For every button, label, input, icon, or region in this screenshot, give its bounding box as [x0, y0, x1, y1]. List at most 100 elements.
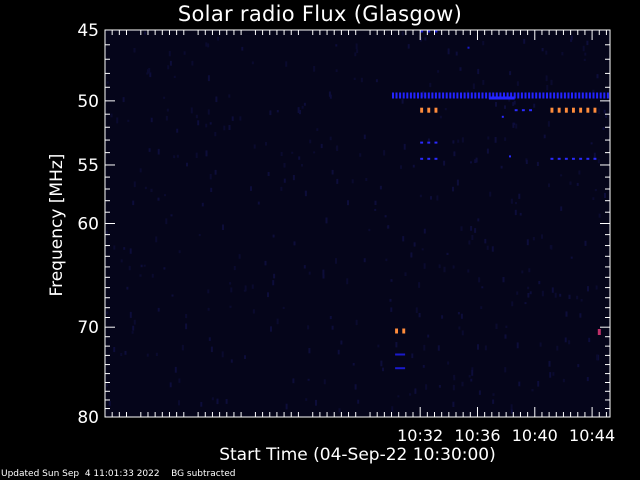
noise-speck: [583, 58, 586, 61]
noise-speck: [470, 226, 473, 231]
band-dot: [488, 92, 491, 99]
band-dot: [499, 92, 502, 99]
noise-speck: [470, 161, 472, 164]
noise-speck: [106, 383, 108, 387]
noise-speck: [346, 278, 349, 285]
y-tick-label: 70: [77, 318, 99, 338]
noise-speck: [214, 169, 217, 175]
noise-speck: [229, 282, 232, 285]
noise-speck: [233, 266, 236, 271]
band-dot: [474, 92, 477, 99]
footer-note: BG subtracted: [171, 469, 236, 479]
burst-mark-high: [557, 107, 561, 113]
noise-speck: [363, 134, 366, 140]
noise-speck: [511, 301, 514, 307]
noise-speck: [537, 381, 540, 387]
noise-speck: [382, 367, 384, 372]
noise-speck: [532, 237, 535, 241]
noise-speck: [492, 399, 495, 404]
noise-speck: [335, 69, 338, 72]
noise-speck: [422, 91, 425, 98]
band-dot: [463, 92, 466, 99]
noise-speck: [460, 313, 463, 319]
noise-speck: [397, 395, 400, 398]
band-dot: [495, 92, 498, 99]
noise-speck: [418, 282, 421, 288]
noise-speck: [395, 342, 398, 348]
noise-speck: [150, 117, 153, 123]
noise-speck: [329, 316, 332, 320]
chart-title: Solar radio Flux (Glasgow): [177, 2, 463, 26]
noise-speck: [549, 372, 552, 378]
noise-speck: [390, 279, 393, 282]
noise-speck: [106, 311, 109, 315]
noise-speck: [495, 102, 497, 107]
noise-speck: [452, 265, 455, 269]
band-dot: [588, 92, 591, 99]
noise-speck: [335, 44, 338, 47]
noise-speck: [340, 340, 343, 345]
noise-speck: [509, 71, 512, 76]
burst-mark-low: [564, 157, 568, 160]
noise-speck: [377, 344, 380, 348]
noise-speck: [602, 127, 605, 130]
burst-mark-low: [427, 30, 431, 33]
band-dot: [606, 92, 609, 99]
band-dense-segment: [488, 96, 515, 100]
noise-speck: [453, 374, 456, 378]
noise-speck: [491, 246, 494, 252]
noise-speck: [210, 346, 213, 353]
noise-speck: [221, 351, 224, 358]
noise-speck: [562, 378, 565, 383]
noise-speck: [165, 218, 168, 225]
band-dot: [560, 92, 563, 99]
burst-mark-high: [586, 107, 590, 113]
burst-mark-low: [550, 157, 554, 160]
noise-speck: [584, 240, 587, 246]
noise-speck: [244, 355, 246, 359]
noise-speck: [360, 77, 363, 83]
noise-speck: [108, 401, 111, 406]
noise-speck: [195, 152, 198, 158]
noise-speck: [155, 352, 158, 356]
noise-speck: [155, 236, 158, 243]
burst-mark-low: [501, 115, 504, 118]
noise-speck: [178, 400, 180, 406]
noise-speck: [176, 154, 179, 158]
band-dot: [442, 92, 445, 99]
noise-speck: [582, 45, 585, 52]
noise-speck: [252, 309, 255, 314]
noise-speck: [539, 342, 542, 347]
noise-speck: [205, 150, 208, 157]
noise-speck: [328, 91, 331, 97]
band-dot: [477, 92, 480, 99]
noise-speck: [120, 353, 123, 356]
noise-speck: [323, 379, 326, 385]
noise-speck: [178, 250, 181, 254]
noise-speck: [545, 75, 548, 82]
noise-speck: [356, 49, 359, 53]
noise-speck: [329, 136, 332, 141]
noise-speck: [211, 397, 214, 401]
noise-speck: [492, 393, 495, 396]
noise-speck: [391, 406, 394, 412]
noise-speck: [528, 268, 531, 273]
noise-speck: [438, 264, 441, 269]
noise-speck: [474, 228, 477, 233]
noise-speck: [495, 323, 498, 329]
noise-speck: [402, 236, 405, 242]
noise-speck: [209, 174, 212, 180]
noise-speck: [564, 337, 567, 343]
noise-speck: [500, 165, 503, 169]
noise-speck: [383, 150, 386, 156]
noise-speck: [357, 399, 360, 404]
noise-speck: [217, 37, 220, 41]
noise-speck: [568, 340, 571, 345]
band-dot: [452, 92, 455, 99]
noise-speck: [164, 194, 166, 197]
noise-speck: [593, 152, 596, 159]
noise-speck: [200, 402, 203, 407]
noise-speck: [461, 330, 464, 336]
burst-mark-high: [434, 107, 438, 113]
band-dot: [531, 92, 534, 99]
